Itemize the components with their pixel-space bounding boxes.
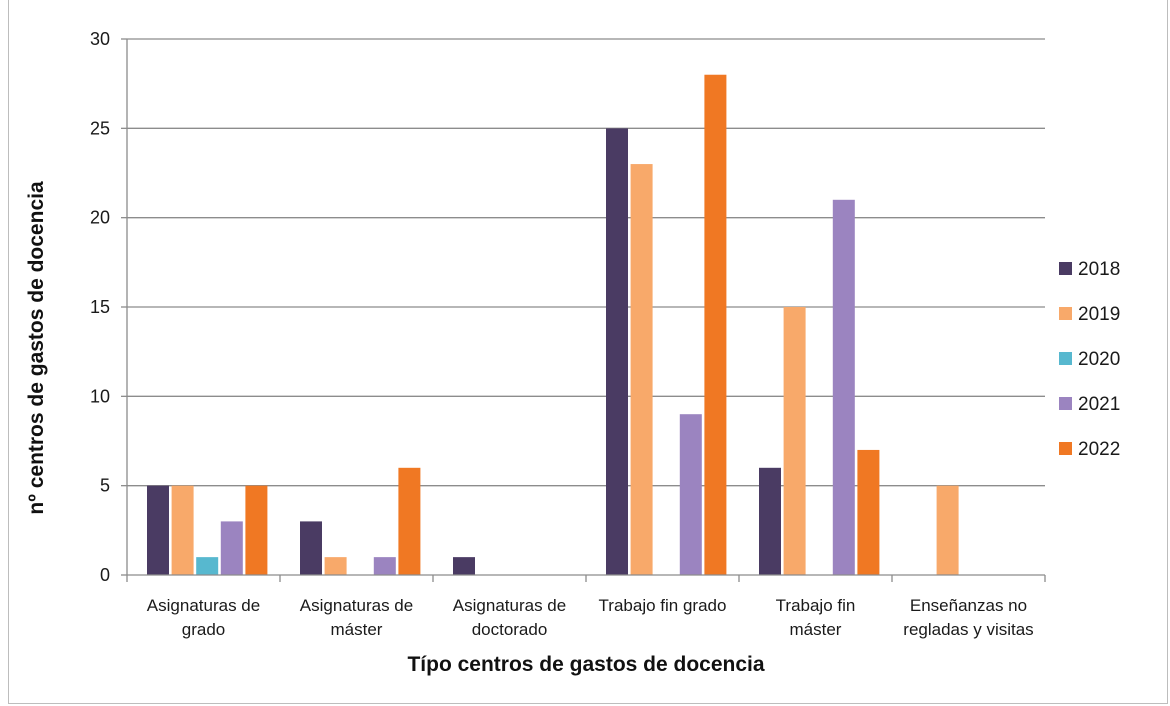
legend-label-2019: 2019 [1078, 304, 1120, 325]
legend-label-2020: 2020 [1078, 349, 1120, 370]
legend-label-2021: 2021 [1078, 394, 1120, 415]
bar-2019-cat5 [936, 485, 959, 575]
y-tick-label: 20 [90, 208, 110, 228]
x-category-label: doctorado [472, 620, 548, 639]
y-tick-label: 30 [90, 29, 110, 49]
bar-2019-cat3 [630, 164, 653, 576]
y-axis-title: nº centros de gastos de docencia [25, 181, 48, 515]
legend-label-2022: 2022 [1078, 439, 1120, 460]
bar-2019-cat0 [171, 485, 194, 575]
bar-2022-cat0 [245, 485, 268, 575]
legend-swatch-2018 [1059, 262, 1072, 275]
bar-2019-cat4 [783, 307, 806, 575]
y-tick-labels: 0 5 10 15 20 25 30 [90, 29, 110, 585]
x-category-label: Asignaturas de [300, 596, 413, 615]
bar-2018-cat2 [453, 557, 475, 575]
axes [121, 38, 1046, 582]
bar-2018-cat0 [147, 485, 169, 575]
bar-2018-cat1 [300, 521, 322, 575]
y-tick-label: 5 [100, 476, 110, 496]
gridlines [127, 38, 1045, 487]
y-tick-label: 0 [100, 565, 110, 585]
x-category-label: Asignaturas de [453, 596, 566, 615]
x-category-label: máster [331, 620, 383, 639]
legend-swatch-2020 [1059, 352, 1072, 365]
legend: 2018 2019 2020 2021 2022 [1059, 259, 1120, 460]
x-category-labels: Asignaturas de grado Asignaturas de máster A… [147, 596, 1034, 639]
bar-2022-cat3 [704, 74, 727, 575]
x-category-label: Asignaturas de [147, 596, 260, 615]
legend-swatch-2021 [1059, 397, 1072, 410]
bar-2018-cat4 [759, 467, 781, 575]
bar-2019-cat1 [324, 557, 347, 575]
bar-2020-cat0 [196, 557, 219, 575]
bar-2022-cat4 [857, 449, 880, 575]
x-category-label: máster [790, 620, 842, 639]
legend-label-2018: 2018 [1078, 259, 1120, 280]
x-category-label: grado [182, 620, 225, 639]
x-axis-title: Típo centros de gastos de docencia [407, 653, 764, 676]
bar-2021-cat4 [832, 199, 855, 576]
x-category-label: Enseñanzas no [910, 596, 1027, 615]
legend-swatch-2022 [1059, 442, 1072, 455]
chart-frame [8, 0, 1168, 704]
bar-2022-cat1 [398, 467, 421, 575]
bar-2018-cat3 [606, 128, 628, 576]
x-category-label: Trabajo fin [776, 596, 856, 615]
bar-2021-cat1 [373, 557, 396, 575]
bar-2021-cat3 [679, 414, 702, 575]
y-tick-label: 10 [90, 386, 110, 406]
y-tick-label: 15 [90, 297, 110, 317]
x-category-label: Trabajo fin grado [599, 596, 727, 615]
bar-2021-cat0 [220, 521, 243, 575]
x-category-label: regladas y visitas [903, 620, 1033, 639]
bars [147, 74, 959, 576]
y-tick-label: 25 [90, 118, 110, 138]
legend-swatch-2019 [1059, 307, 1072, 320]
